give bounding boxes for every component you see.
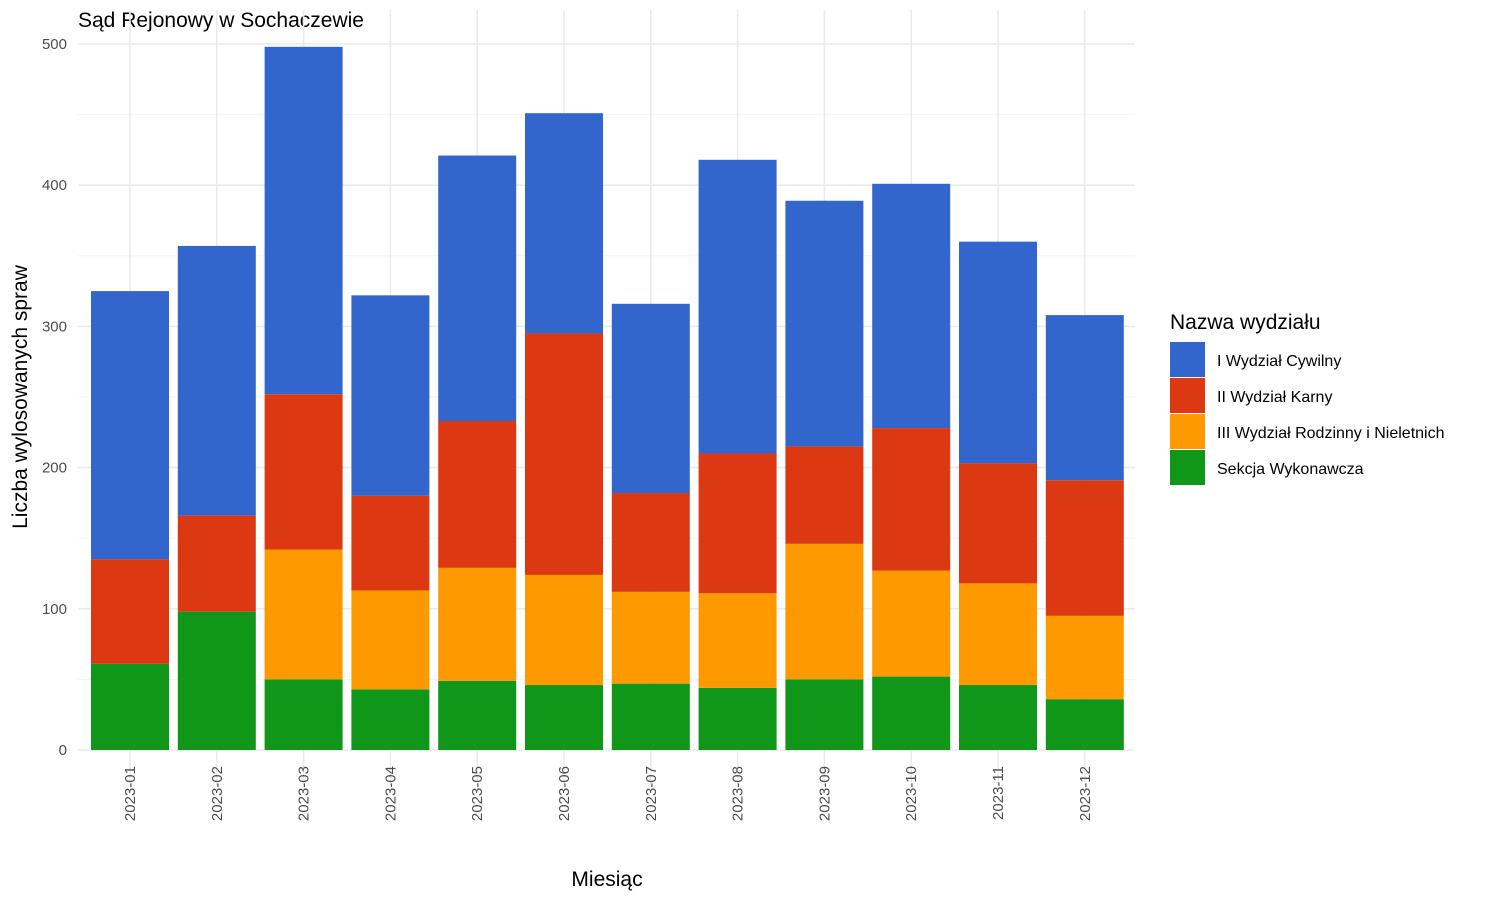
bar-segment — [698, 593, 777, 688]
x-tick-label: 2023-08 — [730, 766, 747, 821]
x-tick-label: 2023-06 — [556, 766, 573, 821]
bar-segment — [525, 333, 603, 575]
legend-label: Sekcja Wykonawcza — [1217, 461, 1364, 478]
x-tick-label: 2023-07 — [643, 766, 660, 821]
y-tick-label: 200 — [42, 460, 67, 477]
chart-title: Sąd Rejonowy w Sochaczewie — [78, 9, 364, 32]
bar-segment — [1045, 480, 1124, 616]
bar-segment — [91, 663, 169, 750]
legend-swatch — [1170, 414, 1205, 449]
x-tick-label: 2023-10 — [903, 766, 920, 821]
bar-segment — [698, 159, 777, 454]
bar-segment — [785, 200, 864, 447]
y-tick-label: 300 — [42, 318, 67, 335]
legend-title: Nazwa wydziału — [1170, 311, 1321, 334]
legend-swatch — [1170, 342, 1205, 377]
bar-segment — [872, 570, 951, 677]
bar-segment — [1045, 699, 1124, 750]
bar-segment — [1045, 315, 1124, 481]
bar-segment — [91, 291, 169, 560]
bar-segment — [91, 559, 169, 664]
bar-segment — [351, 689, 430, 750]
x-axis-ticks: 2023-01 2023-02 2023-03 2023-04 2023-05 2023-… — [122, 766, 1094, 821]
bar-segment — [872, 428, 951, 571]
bar-segment — [177, 611, 256, 750]
x-tick-label: 2023-02 — [209, 766, 226, 821]
bar-segment — [438, 567, 517, 681]
bars — [91, 46, 1124, 750]
bar-segment — [351, 590, 430, 690]
bar-segment — [785, 446, 864, 544]
bar-segment — [785, 679, 864, 750]
bar-segment — [611, 493, 690, 592]
bar-segment — [611, 683, 690, 750]
bar-segment — [785, 543, 864, 680]
x-tick-label: 2023-04 — [382, 766, 399, 821]
legend-label: I Wydział Cywilny — [1217, 353, 1341, 370]
legend-label: II Wydział Karny — [1217, 389, 1332, 406]
bar-segment — [611, 303, 690, 494]
bar-segment — [438, 421, 517, 568]
x-tick-label: 2023-03 — [296, 766, 313, 821]
bar-segment — [959, 241, 1037, 464]
bar-segment — [611, 591, 690, 684]
bar-segment — [177, 515, 256, 612]
legend-label: III Wydział Rodzinny i Nieletnich — [1217, 425, 1445, 442]
legend-swatch — [1170, 450, 1205, 485]
x-tick-label: 2023-11 — [990, 766, 1007, 820]
y-tick-label: 400 — [42, 177, 67, 194]
x-axis-title: Miesiąc — [571, 868, 642, 891]
bar-segment — [959, 685, 1037, 750]
bar-segment — [959, 463, 1037, 584]
bar-segment — [177, 245, 256, 516]
y-axis-title: Liczba wylosowanych spraw — [9, 264, 32, 529]
bar-segment — [264, 46, 343, 395]
bar-segment — [264, 394, 343, 550]
x-tick-label: 2023-09 — [816, 766, 833, 821]
bar-segment — [438, 680, 517, 750]
x-tick-label: 2023-01 — [122, 766, 139, 821]
legend-swatch — [1170, 378, 1205, 413]
legend: Nazwa wydziału I Wydział Cywilny II Wydzi… — [1170, 311, 1445, 485]
bar-segment — [264, 679, 343, 750]
x-tick-label: 2023-12 — [1077, 766, 1094, 821]
bar-segment — [351, 495, 430, 591]
bar-segment — [698, 453, 777, 594]
bar-segment — [698, 687, 777, 750]
bar-segment — [1045, 615, 1124, 700]
x-tick-label: 2023-05 — [469, 766, 486, 821]
bar-segment — [525, 113, 603, 334]
y-tick-label: 100 — [42, 601, 67, 618]
bar-segment — [959, 583, 1037, 686]
bar-segment — [438, 155, 517, 422]
y-tick-label: 0 — [59, 742, 67, 759]
bar-segment — [351, 295, 430, 496]
y-tick-label: 500 — [42, 36, 67, 53]
bar-segment — [872, 676, 951, 750]
bar-segment — [525, 574, 603, 686]
bar-segment — [872, 183, 951, 429]
bar-segment — [525, 685, 603, 750]
y-axis-ticks: 0 100 200 300 400 500 — [42, 36, 67, 759]
bar-segment — [264, 549, 343, 680]
